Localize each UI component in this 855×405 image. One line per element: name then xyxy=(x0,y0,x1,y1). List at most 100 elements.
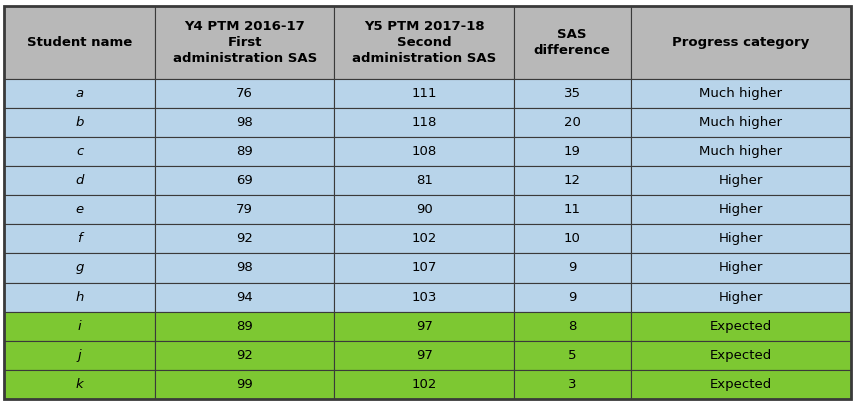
Text: d: d xyxy=(75,174,84,187)
Text: c: c xyxy=(76,145,83,158)
Text: 107: 107 xyxy=(411,262,437,275)
Text: Much higher: Much higher xyxy=(699,116,782,129)
Text: g: g xyxy=(75,262,84,275)
Bar xyxy=(155,254,334,283)
Bar xyxy=(631,6,851,79)
Text: 111: 111 xyxy=(411,87,437,100)
Bar xyxy=(155,108,334,137)
Text: 69: 69 xyxy=(236,174,253,187)
Bar xyxy=(334,6,514,79)
Bar xyxy=(334,137,514,166)
Bar xyxy=(4,311,155,341)
Text: e: e xyxy=(75,203,84,216)
Text: 35: 35 xyxy=(563,87,581,100)
Text: f: f xyxy=(77,232,82,245)
Bar xyxy=(514,254,631,283)
Bar xyxy=(4,283,155,311)
Text: 102: 102 xyxy=(411,232,437,245)
Text: 5: 5 xyxy=(568,349,576,362)
Text: 76: 76 xyxy=(236,87,253,100)
Bar xyxy=(155,195,334,224)
Text: 3: 3 xyxy=(568,378,576,391)
Bar xyxy=(631,137,851,166)
Bar xyxy=(334,341,514,370)
Bar xyxy=(631,166,851,195)
Bar xyxy=(334,283,514,311)
Bar xyxy=(514,370,631,399)
Bar xyxy=(631,195,851,224)
Text: 118: 118 xyxy=(411,116,437,129)
Text: j: j xyxy=(78,349,81,362)
Bar xyxy=(514,283,631,311)
Bar xyxy=(631,224,851,254)
Text: Y4 PTM 2016-17
First
administration SAS: Y4 PTM 2016-17 First administration SAS xyxy=(173,20,317,65)
Text: 97: 97 xyxy=(416,320,433,333)
Text: 79: 79 xyxy=(236,203,253,216)
Bar xyxy=(334,370,514,399)
Text: b: b xyxy=(75,116,84,129)
Bar xyxy=(4,79,155,108)
Bar xyxy=(514,6,631,79)
Text: 89: 89 xyxy=(236,320,253,333)
Text: Expected: Expected xyxy=(710,320,772,333)
Text: Progress category: Progress category xyxy=(672,36,810,49)
Bar xyxy=(155,79,334,108)
Bar xyxy=(334,166,514,195)
Bar xyxy=(631,341,851,370)
Bar xyxy=(4,341,155,370)
Text: 98: 98 xyxy=(236,262,253,275)
Bar xyxy=(514,137,631,166)
Text: k: k xyxy=(76,378,84,391)
Text: 108: 108 xyxy=(411,145,437,158)
Text: h: h xyxy=(75,290,84,304)
Bar xyxy=(514,341,631,370)
Bar xyxy=(155,370,334,399)
Bar xyxy=(631,108,851,137)
Bar xyxy=(155,283,334,311)
Bar xyxy=(155,137,334,166)
Text: 9: 9 xyxy=(568,290,576,304)
Text: 8: 8 xyxy=(568,320,576,333)
Bar xyxy=(631,254,851,283)
Text: a: a xyxy=(75,87,84,100)
Text: 9: 9 xyxy=(568,262,576,275)
Text: i: i xyxy=(78,320,81,333)
Bar xyxy=(4,108,155,137)
Text: 98: 98 xyxy=(236,116,253,129)
Bar xyxy=(4,166,155,195)
Bar xyxy=(334,224,514,254)
Bar xyxy=(514,108,631,137)
Bar xyxy=(514,224,631,254)
Text: 19: 19 xyxy=(563,145,581,158)
Text: Higher: Higher xyxy=(718,232,763,245)
Text: 89: 89 xyxy=(236,145,253,158)
Text: Higher: Higher xyxy=(718,203,763,216)
Bar xyxy=(155,166,334,195)
Bar xyxy=(631,283,851,311)
Bar xyxy=(155,224,334,254)
Bar xyxy=(4,254,155,283)
Text: Y5 PTM 2017-18
Second
administration SAS: Y5 PTM 2017-18 Second administration SAS xyxy=(352,20,496,65)
Bar xyxy=(631,79,851,108)
Text: Much higher: Much higher xyxy=(699,87,782,100)
Bar xyxy=(155,6,334,79)
Text: 90: 90 xyxy=(416,203,433,216)
Text: 103: 103 xyxy=(411,290,437,304)
Text: 10: 10 xyxy=(563,232,581,245)
Bar xyxy=(4,137,155,166)
Text: Much higher: Much higher xyxy=(699,145,782,158)
Text: Higher: Higher xyxy=(718,290,763,304)
Bar xyxy=(155,341,334,370)
Text: 11: 11 xyxy=(563,203,581,216)
Bar xyxy=(514,195,631,224)
Text: Higher: Higher xyxy=(718,262,763,275)
Bar xyxy=(631,311,851,341)
Bar xyxy=(334,108,514,137)
Text: Higher: Higher xyxy=(718,174,763,187)
Bar xyxy=(4,195,155,224)
Text: 99: 99 xyxy=(236,378,253,391)
Bar xyxy=(334,79,514,108)
Text: Expected: Expected xyxy=(710,378,772,391)
Bar xyxy=(631,370,851,399)
Text: 81: 81 xyxy=(416,174,433,187)
